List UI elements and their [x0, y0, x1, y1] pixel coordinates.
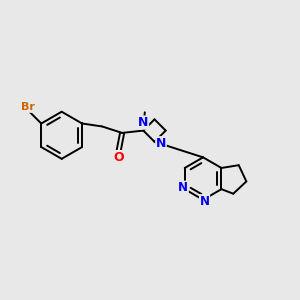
Text: Br: Br: [21, 102, 35, 112]
Text: N: N: [156, 137, 166, 150]
Text: N: N: [138, 116, 148, 129]
Text: N: N: [200, 195, 210, 208]
Text: N: N: [178, 181, 188, 194]
Text: O: O: [113, 151, 124, 164]
